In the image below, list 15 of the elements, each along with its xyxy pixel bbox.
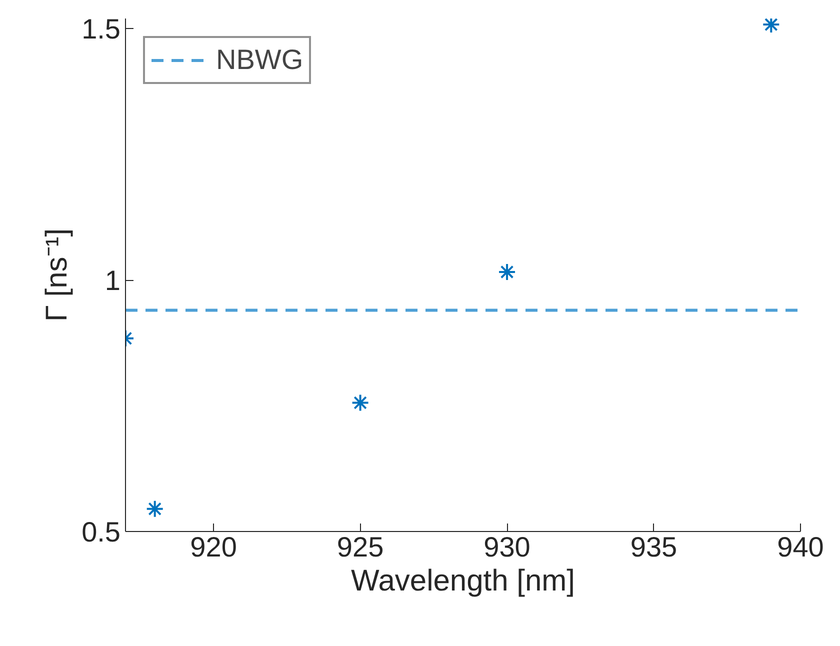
point xyxy=(762,18,780,34)
point xyxy=(146,500,164,518)
x-tick-label: 920 xyxy=(190,532,237,562)
y-tick-label: 1.5 xyxy=(82,14,121,45)
point xyxy=(498,262,516,281)
y-tick-label: 0.5 xyxy=(82,516,121,548)
y-axis-title: Γ [ns⁻¹] xyxy=(40,228,74,322)
y-tick-label: 1 xyxy=(104,265,121,296)
x-axis-title: Wavelength [nm] xyxy=(351,564,576,598)
x-tick-label: 935 xyxy=(630,532,678,562)
point xyxy=(351,394,370,412)
x-tick-label: 925 xyxy=(336,532,384,562)
x-tick-label: 930 xyxy=(484,532,530,562)
x-tick-label: 940 xyxy=(777,532,824,562)
legend-label: NBWG xyxy=(216,44,304,76)
